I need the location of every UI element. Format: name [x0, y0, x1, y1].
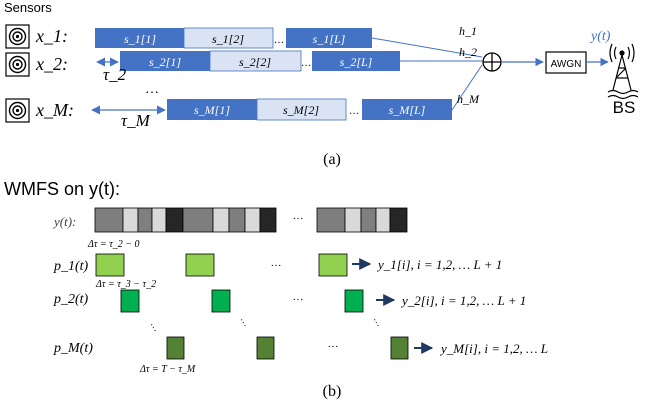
channel-label-h2: h_2	[459, 45, 477, 59]
caption-a: (a)	[323, 151, 341, 168]
filter-label-p2: p_2(t)	[53, 292, 89, 307]
output-label-y2: y_2[i], i = 1,2, … L + 1	[400, 293, 526, 308]
row-ellipsis: …	[145, 82, 159, 97]
output-label-yM: y_M[i], i = 1,2, … L	[439, 341, 548, 356]
sensor-icon	[5, 98, 30, 123]
diagonal-ellipsis: ···	[145, 321, 160, 335]
sensors-label: Sensors	[4, 0, 52, 15]
signal-segment	[182, 207, 214, 233]
signal-ellipsis: ···	[293, 213, 304, 225]
block-label: s_2[2]	[239, 55, 271, 69]
output-label-y1: y_1[i], i = 1,2, … L + 1	[376, 257, 502, 272]
block-dark	[312, 51, 400, 71]
delta-tau-label: Δτ = τ_3 − τ_2	[95, 279, 156, 290]
output-label-y: y(t)	[589, 29, 611, 44]
signal-segment	[165, 207, 184, 233]
block-label: s_M[1]	[194, 103, 230, 117]
row-ellipsis: ···	[293, 294, 304, 306]
channel-label-h1: h_1	[459, 24, 477, 38]
part-b: WMFS on y(t): y(t): ··· Δτ = τ_2 − 0 Δτ …	[4, 179, 548, 400]
filter-label-pM: p_M(t)	[53, 341, 93, 356]
signal-segment	[137, 207, 153, 233]
block-light	[209, 50, 302, 72]
signal-segment	[259, 207, 277, 233]
filter-pulse-p2	[211, 289, 231, 313]
channel-label-hM: h_M	[457, 92, 480, 106]
delay-label-tau2: τ_2	[103, 65, 127, 84]
bs-label: BS	[613, 98, 636, 117]
block-ellipsis: …	[274, 35, 284, 46]
delta-tau-label: Δτ = τ_2 − 0	[87, 239, 140, 250]
signal-segment	[375, 207, 391, 233]
filter-pulse-p1	[185, 253, 215, 277]
sensor-icon	[5, 52, 30, 77]
block-label: s_1[1]	[124, 32, 156, 46]
delta-tau-label: Δτ = T − τ_M	[139, 364, 196, 375]
signal-segment	[360, 207, 377, 233]
adder-icon	[482, 52, 502, 72]
block-ellipsis: …	[349, 106, 359, 117]
signal-label: y(t):	[52, 214, 76, 229]
signal-segment	[94, 207, 124, 233]
signal-segment	[122, 207, 139, 233]
block-light	[256, 98, 347, 121]
filter-pulse-p1	[318, 253, 348, 277]
block-label: s_1[2]	[212, 32, 244, 46]
awgn-label: AWGN	[551, 59, 582, 70]
block-dark	[167, 99, 257, 120]
filter-pulse-pM	[256, 336, 275, 360]
part-a: Sensors x_1: x_2: x_M: s_1[1] s_1	[4, 0, 639, 168]
block-light	[183, 27, 274, 49]
block-label: s_M[L]	[389, 103, 426, 117]
channel-line	[371, 37, 483, 58]
block-ellipsis: …	[301, 58, 311, 69]
sensor-label-1: x_1:	[35, 26, 68, 46]
wmfs-title: WMFS on y(t):	[4, 179, 120, 199]
caption-b: (b)	[323, 383, 342, 400]
block-label: s_1[L]	[313, 32, 346, 46]
signal-segment	[151, 207, 167, 233]
block-dark	[120, 51, 210, 71]
sensor-label-M: x_M:	[35, 100, 74, 120]
diagonal-ellipsis: ···	[235, 316, 250, 330]
signal-segment	[344, 207, 362, 233]
filter-pulse-p2	[344, 289, 364, 313]
filter-pulse-p1	[95, 253, 125, 277]
block-label: s_M[2]	[283, 103, 319, 117]
block-label: s_2[1]	[149, 55, 181, 69]
sensor-label-2: x_2:	[35, 54, 68, 74]
row-ellipsis: ···	[328, 341, 339, 353]
signal-segment	[389, 207, 408, 233]
filter-label-p1: p_1(t)	[53, 259, 89, 274]
filter-pulse-pM	[390, 336, 409, 360]
tower-icon	[607, 43, 639, 100]
sensor-icon	[5, 24, 30, 49]
block-dark	[362, 99, 452, 120]
filter-pulse-pM	[166, 336, 185, 360]
signal-segment	[212, 207, 230, 233]
block-dark	[95, 28, 184, 48]
signal-segment	[228, 207, 246, 233]
filter-pulse-p2	[120, 289, 140, 313]
row-ellipsis: ···	[271, 260, 282, 272]
channel-line	[451, 64, 483, 111]
diagonal-ellipsis: ···	[368, 316, 383, 330]
block-label: s_2[L]	[340, 55, 373, 69]
signal-segment	[244, 207, 261, 233]
delay-label-tauM: τ_M	[121, 111, 151, 130]
signal-segment	[316, 207, 346, 233]
block-dark	[286, 28, 372, 48]
